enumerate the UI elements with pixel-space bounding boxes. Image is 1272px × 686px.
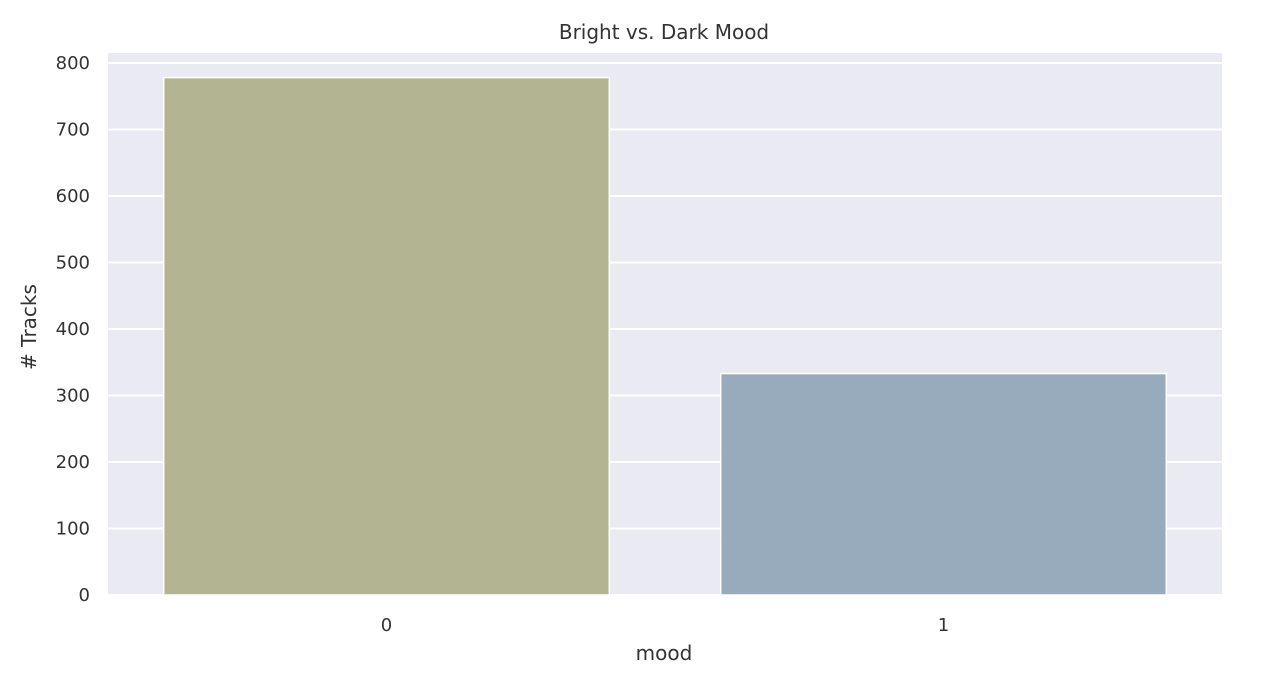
y-tick-label: 100: [56, 518, 90, 539]
x-tick-label: 1: [938, 615, 949, 636]
chart-title: Bright vs. Dark Mood: [559, 20, 769, 44]
y-tick-label: 400: [56, 319, 90, 340]
y-tick-label: 700: [56, 119, 90, 140]
bar-0: [162, 76, 611, 596]
x-tick-label: 0: [381, 615, 392, 636]
y-tick-label: 200: [56, 452, 90, 473]
y-axis-label: # Tracks: [17, 284, 41, 370]
y-tick-label: 300: [56, 385, 90, 406]
x-axis-label: mood: [636, 641, 693, 665]
y-axis-ticks: 0 100 200 300 400 500 600 700 800: [56, 53, 90, 606]
y-tick-label: 0: [79, 585, 90, 606]
bars: [162, 76, 1168, 596]
y-tick-label: 600: [56, 186, 90, 207]
bar-1: [719, 372, 1168, 596]
y-tick-label: 800: [56, 53, 90, 74]
y-tick-label: 500: [56, 252, 90, 273]
